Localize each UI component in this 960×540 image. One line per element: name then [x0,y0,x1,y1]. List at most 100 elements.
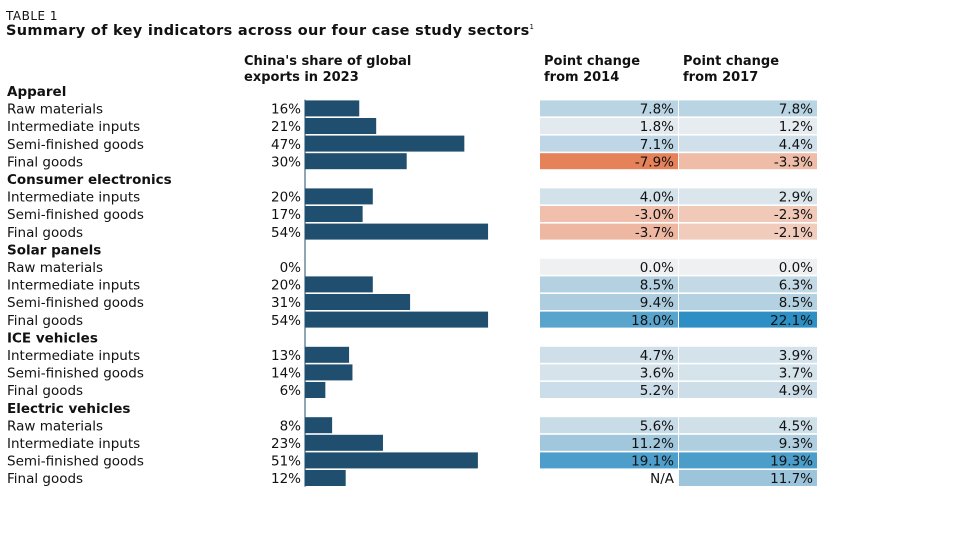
row-label: Raw materials [7,102,103,118]
change-2014-cell [540,153,678,170]
share-value-label: 20% [271,190,301,206]
section-heading: Apparel [7,84,66,100]
share-bar [305,382,326,398]
section-heading: Consumer electronics [7,172,172,188]
change-2017-value: 3.7% [779,366,813,382]
section-heading: ICE vehicles [7,330,98,346]
share-bar [305,118,377,134]
change-2014-cell [540,188,678,205]
share-value-label: 8% [280,418,302,434]
share-bar [305,434,383,451]
share-bar [305,346,350,363]
row-label: Final goods [7,383,83,399]
change-2014-cell [540,311,678,328]
share-value-label: 21% [271,119,301,135]
change-2014-value: 5.6% [640,418,674,434]
change-2014-cell [540,417,678,434]
change-2014-cell [540,206,678,222]
section-heading: Electric vehicles [7,401,130,417]
change-2017-cell [679,434,817,451]
row-label: Semi-finished goods [7,366,144,382]
change-2014-value: -3.7% [635,225,674,241]
change-2017-value: 9.3% [779,436,813,452]
share-bar [305,153,407,170]
change-2014-cell [540,135,678,152]
share-value-label: 6% [280,383,302,399]
change-2017-cell [679,188,817,205]
change-2014-cell [540,118,678,134]
change-2014-value: 9.4% [640,295,674,311]
change-2017-value: 3.9% [779,348,813,364]
share-bar [305,100,360,117]
share-value-label: 12% [271,471,301,487]
change-2017-cell [679,382,817,398]
change-2014-value: -3.0% [635,207,674,223]
row-label: Intermediate inputs [7,190,140,206]
column-header-2014-line-1: Point change [544,54,641,69]
column-header-share: China's share of global exports in 2023 [244,54,411,86]
share-bar [305,135,465,152]
change-2017-cell [679,153,817,170]
share-value-label: 0% [280,260,302,276]
change-2017-value: 19.3% [770,454,813,470]
change-2017-value: -3.3% [774,154,813,170]
share-value-label: 31% [271,295,301,311]
change-2014-value: 7.1% [640,137,674,153]
change-2014-value: 0.0% [640,260,674,276]
change-2017-cell [679,206,817,222]
change-2014-cell [540,223,678,240]
change-2014-cell [540,364,678,381]
share-bar [305,311,489,328]
change-2014-cell [540,100,678,117]
change-2017-value: 4.4% [779,137,813,153]
change-2014-value: 8.5% [640,278,674,294]
change-2017-value: 7.8% [779,102,813,118]
column-header-share-line-2: exports in 2023 [244,70,359,85]
share-value-label: 23% [271,436,301,452]
row-label: Raw materials [7,418,103,434]
change-2017-value: -2.3% [774,207,813,223]
change-2017-cell [679,276,817,293]
change-2017-value: 11.7% [770,471,813,487]
change-2017-cell [679,346,817,363]
share-bar [305,452,478,469]
change-2017-cell [679,417,817,434]
change-2017-value: 0.0% [779,260,813,276]
change-2014-value: 4.0% [640,190,674,206]
row-label: Semi-finished goods [7,295,144,311]
change-2014-cell [540,258,678,275]
share-value-label: 17% [271,207,301,223]
change-2014-cell [540,276,678,293]
change-2014-value: N/A [650,471,675,487]
row-label: Raw materials [7,260,103,276]
change-2017-cell [679,135,817,152]
table-title: Summary of key indicators across our fou… [6,23,534,39]
change-2017-value: 1.2% [779,119,813,135]
change-2014-value: 18.0% [631,313,674,329]
row-label: Final goods [7,471,83,487]
change-2014-cell [540,346,678,363]
change-2014-cell [540,470,678,486]
share-value-label: 30% [271,154,301,170]
change-2014-value: 4.7% [640,348,674,364]
row-label: Semi-finished goods [7,137,144,153]
share-bar [305,364,353,381]
change-2017-value: -2.1% [774,225,813,241]
share-bar [305,223,489,240]
column-header-share-line-1: China's share of global [244,54,412,69]
table-title-text: Summary of key indicators across our fou… [6,23,530,39]
share-value-label: 47% [271,137,301,153]
row-label: Intermediate inputs [7,119,140,135]
change-2017-cell [679,258,817,275]
share-bar [305,188,373,205]
share-value-label: 20% [271,278,301,294]
row-label: Semi-finished goods [7,454,144,470]
row-label: Intermediate inputs [7,348,140,364]
section-heading: Solar panels [7,242,101,258]
change-2017-value: 8.5% [779,295,813,311]
column-header-2014-line-2: from 2014 [544,70,620,85]
share-value-label: 16% [271,102,301,118]
change-2014-value: 5.2% [640,383,674,399]
share-value-label: 14% [271,366,301,382]
